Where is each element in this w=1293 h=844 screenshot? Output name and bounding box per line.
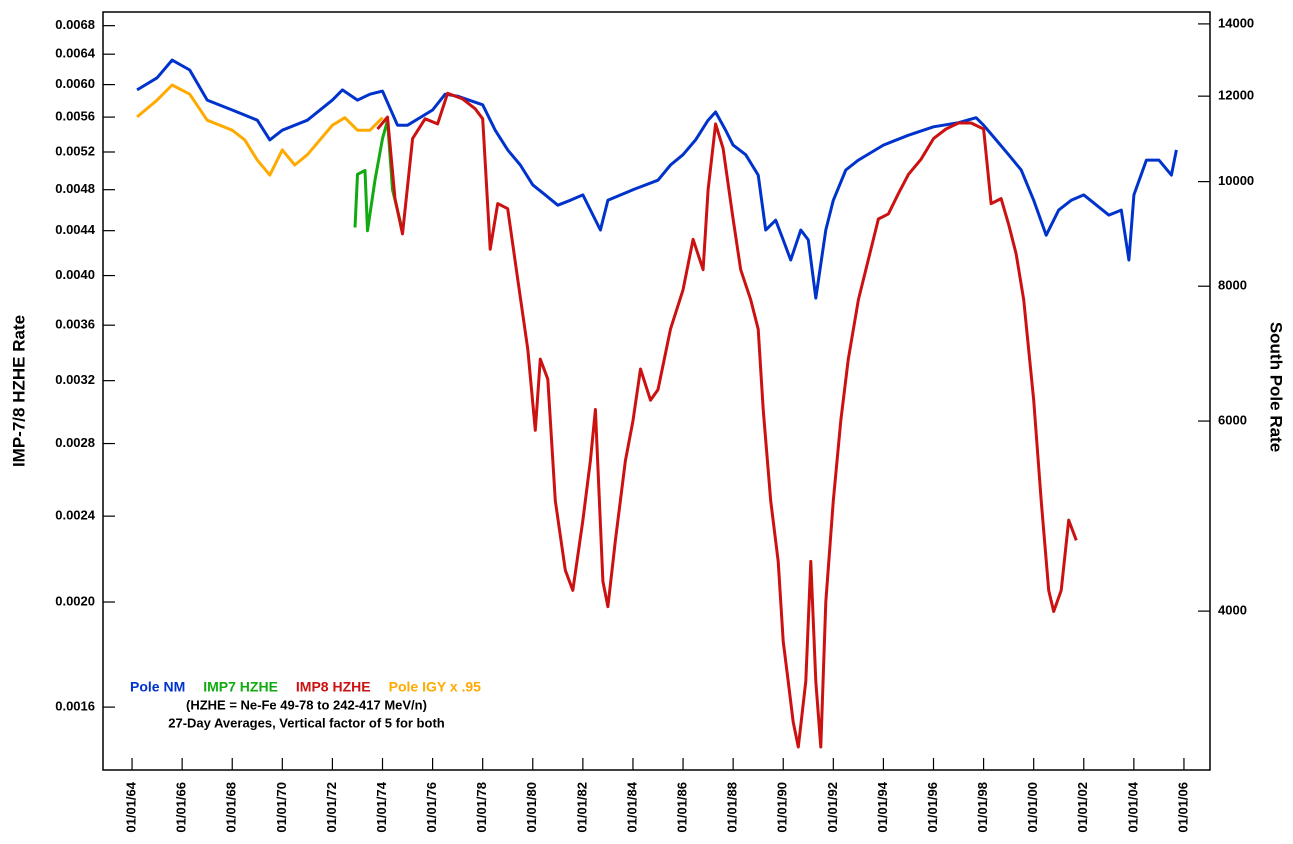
y-tick-label: 0.0028	[55, 435, 95, 450]
y-tick-label: 0.0020	[55, 593, 95, 608]
x-tick-label: 01/01/88	[725, 782, 740, 833]
x-tick-label: 01/01/96	[925, 782, 940, 833]
x-tick-label: 01/01/84	[624, 781, 639, 832]
y2-tick-label: 8000	[1218, 278, 1247, 293]
y-tick-label: 0.0068	[55, 17, 95, 32]
x-tick-label: 01/01/06	[1175, 782, 1190, 833]
y-axis-title: IMP-7/8 HZHE Rate	[9, 315, 28, 467]
y-tick-label: 0.0052	[55, 143, 95, 158]
y-tick-label: 0.0036	[55, 317, 95, 332]
series-line	[353, 119, 404, 233]
x-tick-label: 01/01/70	[274, 782, 289, 833]
y2-axis-title: South Pole Rate	[1267, 322, 1286, 452]
x-tick-label: 01/01/66	[174, 782, 189, 833]
legend-entry: Pole NM	[130, 679, 185, 695]
x-tick-label: 01/01/98	[975, 782, 990, 833]
y2-tick-label: 4000	[1218, 603, 1247, 618]
series-line	[376, 91, 1078, 749]
x-tick-label: 01/01/00	[1025, 782, 1040, 833]
x-tick-label: 01/01/80	[524, 782, 539, 833]
series-line	[136, 83, 384, 177]
x-tick-label: 01/01/64	[123, 781, 138, 832]
y-tick-label: 0.0060	[55, 76, 95, 91]
x-tick-label: 01/01/92	[825, 782, 840, 833]
y-tick-label: 0.0056	[55, 109, 95, 124]
x-tick-label: 01/01/78	[474, 782, 489, 833]
plot-frame	[102, 11, 1211, 771]
y-tick-label: 0.0064	[55, 46, 96, 61]
y-tick-label: 0.0048	[55, 181, 95, 196]
x-tick-label: 01/01/04	[1125, 781, 1140, 832]
y2-tick-label: 14000	[1218, 15, 1254, 30]
y-tick-label: 0.0024	[55, 508, 96, 523]
y2-tick-label: 10000	[1218, 173, 1254, 188]
x-tick-label: 01/01/02	[1075, 782, 1090, 833]
x-tick-label: 01/01/68	[224, 782, 239, 833]
y-tick-label: 0.0040	[55, 267, 95, 282]
x-tick-label: 01/01/90	[775, 782, 790, 833]
y2-tick-label: 6000	[1218, 412, 1247, 427]
y-tick-label: 0.0044	[55, 222, 96, 237]
series-line	[136, 58, 1178, 300]
y-tick-label: 0.0032	[55, 372, 95, 387]
legend-entry: IMP7 HZHE	[203, 679, 278, 695]
annotation: 27-Day Averages, Vertical factor of 5 fo…	[168, 715, 445, 730]
x-tick-label: 01/01/86	[674, 782, 689, 833]
x-tick-label: 01/01/74	[374, 781, 389, 832]
x-tick-label: 01/01/72	[324, 782, 339, 833]
x-tick-label: 01/01/94	[875, 781, 890, 832]
annotation: (HZHE = Ne-Fe 49-78 to 242-417 MeV/n)	[186, 697, 427, 712]
y2-tick-label: 12000	[1218, 88, 1254, 103]
x-tick-label: 01/01/76	[424, 782, 439, 833]
x-tick-label: 01/01/82	[574, 782, 589, 833]
legend-entry: Pole IGY x .95	[389, 679, 482, 695]
y-tick-label: 0.0016	[55, 699, 95, 714]
legend-entry: IMP8 HZHE	[296, 679, 371, 695]
